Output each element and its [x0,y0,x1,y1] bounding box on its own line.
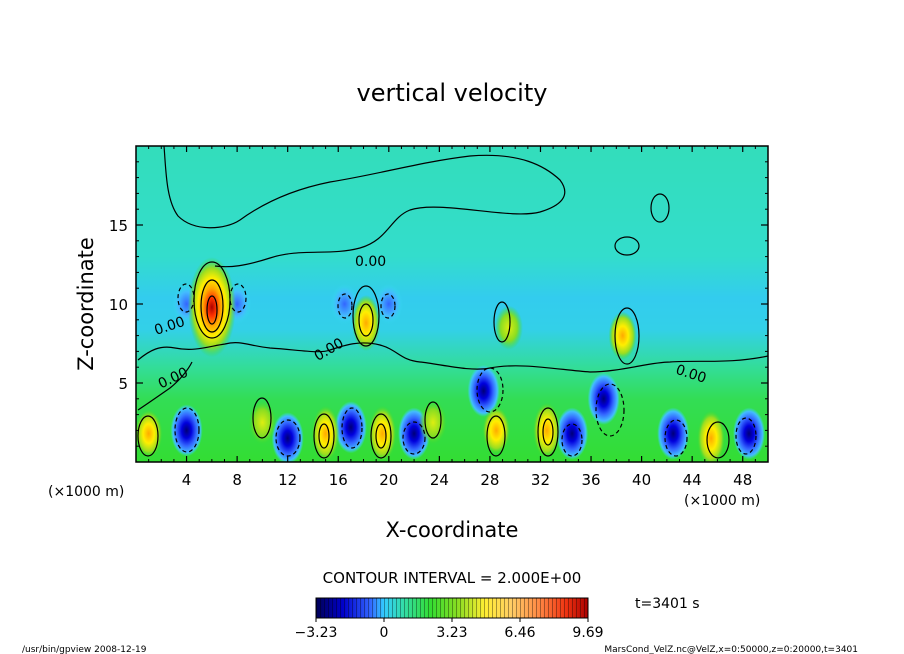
contour-ring [358,303,374,337]
y-tick-label: 5 [118,375,128,393]
downdraft-cell [330,284,359,324]
zero-contour-upper [163,146,566,268]
y-axis-label: Z-coordinate [74,237,98,371]
contour-ring [313,413,335,459]
contour-ring [537,407,559,457]
updraft-cell [248,400,277,445]
colorbar-tick-label: 9.69 [572,625,603,641]
x-axis-label: X-coordinate [386,518,519,542]
contour-ring-dashed [177,283,195,313]
contour-label: 0.00 [355,254,386,270]
x-tick-label: 4 [182,471,192,489]
y-tick-label: 15 [109,217,128,235]
x-tick-label: 20 [379,471,398,489]
zero-contour-mid [137,342,768,373]
plot-area: 0.00 0.00 0.00 0.00 0.00 [136,146,768,462]
contour-ring-dashed [337,293,353,319]
x-tick-label: 32 [531,471,550,489]
chart-title: vertical velocity [357,79,548,107]
colorbar-tick-label: 3.23 [436,625,467,641]
downdraft-cell [733,407,766,460]
downdraft-cell [334,401,367,454]
downdraft-cell [657,407,690,460]
contour-ring [206,295,218,325]
contour-ring-dashed [380,293,396,319]
contour-loop [614,236,640,256]
contour-ring [318,423,330,449]
contour-ring-dashed [476,367,504,413]
colorbar-tick-label: 0 [380,625,389,641]
updraft-cell [187,257,236,358]
contour-ring [486,415,506,457]
contour-loop [650,193,670,223]
y-axis-unit: (×1000 m) [48,484,124,500]
footer-right: MarsCond_VelZ.nc@VelZ,x=0:50000,z=0:2000… [604,645,858,654]
contour-ring [424,401,442,439]
contour-ring-dashed [735,417,757,455]
x-axis: 4 8 12 16 20 24 28 32 36 40 44 48 [148,146,756,489]
updraft-cell [494,305,523,350]
contour-ring [370,413,392,459]
contour-ring-dashed [341,407,363,449]
contour-ring-dashed [229,283,247,313]
downdraft-cell [467,364,500,417]
contour-lines [137,146,768,459]
contour-ring [252,397,272,439]
contour-ring [200,279,224,333]
downdraft-cell [170,404,203,457]
downdraft-cell [374,284,403,324]
contour-interval-text: CONTOUR INTERVAL = 2.000E+00 [323,569,582,587]
x-axis-unit: (×1000 m) [684,493,760,509]
contour-ring-dashed [561,423,583,457]
time-label: t=3401 s [635,596,700,612]
x-tick-label: 28 [480,471,499,489]
x-tick-label: 44 [683,471,702,489]
x-tick-label: 16 [329,471,348,489]
updraft-cell [697,410,726,462]
contour-ring [137,415,159,457]
colorbar-tick-label: −3.23 [295,625,338,641]
x-tick-label: 40 [632,471,651,489]
x-tick-label: 12 [278,471,297,489]
contour-ring [542,418,554,446]
x-tick-label: 24 [430,471,449,489]
contour-ring [375,423,387,449]
downdraft-cell [587,372,620,425]
colorbar-ticks: −3.23 0 3.23 6.46 9.69 [295,618,604,641]
y-axis: 5 10 15 [109,161,768,447]
updraft-cell [608,311,637,360]
contour-ring-dashed [174,407,200,453]
colorbar-tick-label: 6.46 [504,625,535,641]
x-tick-label: 48 [733,471,752,489]
updraft-cell [136,409,163,458]
contour-ring [706,421,730,459]
downdraft-cell [556,407,589,460]
updraft-cell [532,402,561,459]
x-tick-label: 36 [581,471,600,489]
updraft-cell [352,294,381,351]
contour-ring-dashed [595,383,625,437]
footer-left: /usr/bin/gpview 2008-12-19 [22,645,147,654]
contour-ring-dashed [402,421,426,455]
contour-ring [614,307,640,365]
contour-ring-dashed [664,419,688,457]
x-tick-label: 8 [232,471,242,489]
contour-ring [493,301,511,343]
zero-contour-low [137,361,193,411]
y-tick-label: 10 [109,296,128,314]
colorbar: −3.23 0 3.23 6.46 9.69 [295,597,604,641]
updraft-cell [482,406,511,455]
contour-ring [352,285,380,347]
field-cells [136,257,766,462]
